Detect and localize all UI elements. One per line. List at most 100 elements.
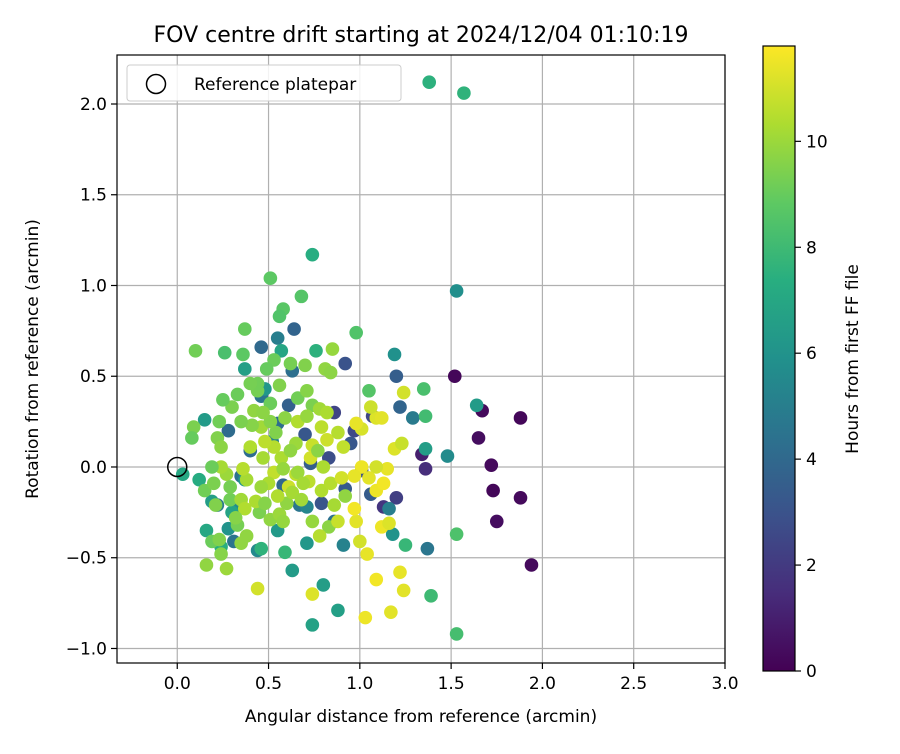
scatter-point [314,496,329,511]
scatter-point [300,409,314,423]
colorbar-tick-label: 8 [806,238,817,258]
scatter-point [290,465,305,480]
scatter-point [214,440,228,454]
scatter-point [347,501,362,516]
scatter-point [457,86,471,100]
scatter-point [186,420,201,434]
scatter-point [283,356,298,371]
colorbar-ticks: 0 2 4 6 8 10 [795,132,828,682]
y-tick-label: 1.0 [80,276,107,296]
scatter-point [353,534,367,549]
scatter-point [259,362,274,376]
colorbar-tick-label: 6 [806,344,817,364]
scatter-point [236,462,250,476]
scatter-point [393,565,407,580]
scatter-point [281,398,296,413]
y-tick-label: 2.0 [80,95,107,115]
scatter-point [300,536,314,551]
scatter-point [311,443,325,458]
colorbar-tick-label: 4 [806,450,817,470]
scatter-point [285,485,300,500]
scatter-point [185,431,199,445]
scatter-point [263,414,278,429]
scatter-point [192,472,206,487]
scatter-point [258,434,272,449]
scatter-point [385,527,400,541]
scatter-point [238,362,252,376]
scatter-point [422,75,437,90]
scatter-point [199,523,214,538]
scatter-point [471,431,486,445]
x-tick-label: 2.5 [620,674,647,694]
scatter-point [254,480,269,494]
scatter-point [327,498,342,512]
plot-frame [116,54,726,664]
scatter-point [418,442,433,456]
legend-box [126,64,402,102]
scatter-point [270,331,285,345]
scatter-point [280,496,294,511]
scatter-point [323,365,338,380]
scatter-point [484,458,499,472]
scatter-point [272,309,287,324]
scatter-point [369,572,384,587]
x-tick-label: 2.0 [529,674,556,694]
scatter-point [223,480,238,494]
scatter-point [316,460,331,474]
scatter-point [234,414,248,429]
scatter-point [278,545,292,560]
scatter-point [216,393,230,407]
scatter-point [239,529,254,543]
scatter-point [258,496,272,511]
scatter-point [513,411,528,425]
scatter-point [524,558,539,572]
scatter-point [287,322,301,336]
scatter-point [205,460,219,474]
scatter-point [256,405,270,420]
scatter-point [354,460,369,474]
scatter-point [294,289,309,304]
scatter-point [305,618,320,632]
legend: Reference platepar [126,64,402,102]
scatter-point [243,440,258,454]
scatter-point [347,469,362,483]
scatter-point [294,492,309,507]
x-tick-label: 0.0 [164,674,191,694]
y-tick-label: 0.0 [80,458,107,478]
scatter-point [276,462,290,476]
scatter-point [418,409,433,423]
x-axis-ticks: 0.0 0.5 1.0 1.5 2.0 2.5 3.0 [164,663,739,694]
scatter-point [254,541,269,556]
scatter-point [486,483,500,498]
scatter-point [228,511,243,525]
scatter-point [285,563,300,578]
scatter-point [309,344,323,358]
scatter-point [380,462,395,476]
scatter-point [212,414,227,429]
x-tick-label: 1.5 [438,674,465,694]
scatter-point [278,411,292,425]
scatter-point [214,547,228,561]
colorbar-tick-label: 2 [806,556,817,576]
scatter-point [513,491,528,505]
scatter-point [382,501,396,516]
scatter-point [349,416,363,431]
scatter-point [387,347,402,362]
colorbar-tick-label: 10 [806,132,828,152]
scatter-point [440,449,455,463]
reference-platepar-marker [167,456,188,478]
scatter-point [382,516,396,531]
scatter-point [314,420,329,434]
scatter-point [263,271,278,286]
scatter-point [349,514,363,529]
y-tick-label: 1.5 [80,186,107,206]
scatter-point [449,627,464,641]
scatter-point [376,476,391,491]
scatter-point [416,382,431,396]
scatter-point [449,527,464,541]
scatter-point [334,471,349,485]
scatter-point [362,471,376,485]
scatter-point [238,322,252,336]
scatter-point [314,483,329,498]
scatter-point [236,347,250,362]
